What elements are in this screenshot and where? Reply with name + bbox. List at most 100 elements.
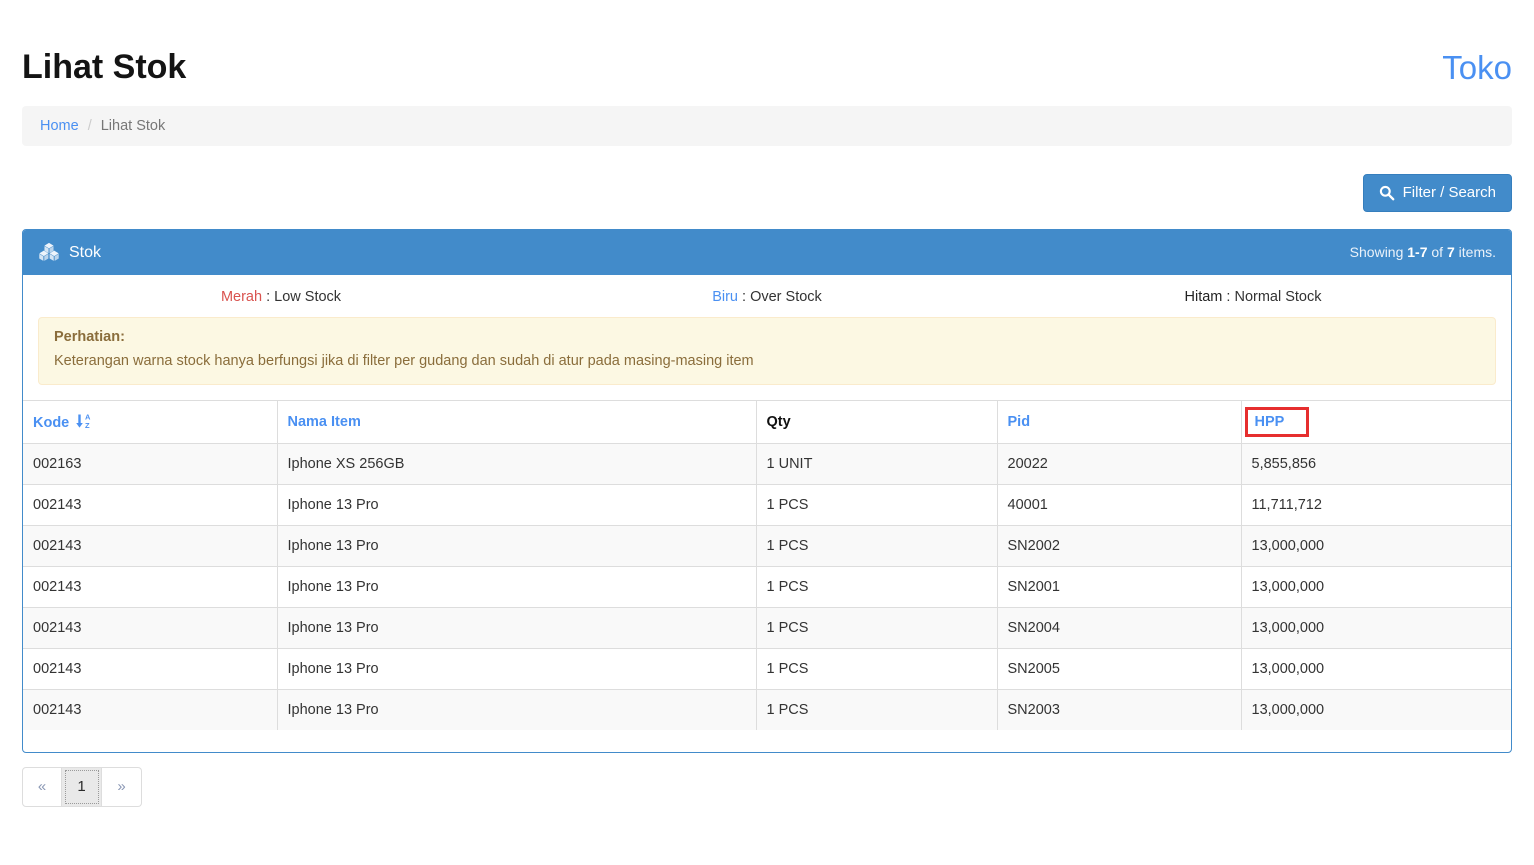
legend-term: Merah — [220, 288, 263, 305]
stock-panel: Stok Showing 1-7 of 7 items. Merah : Low… — [22, 228, 1512, 753]
breadcrumb: Home / Lihat Stok — [22, 105, 1512, 146]
legend-desc: Low Stock — [274, 288, 342, 305]
legend-over-stock: Biru : Over Stock — [524, 289, 1010, 305]
cell-nama-item: Iphone 13 Pro — [276, 565, 757, 608]
breadcrumb-separator: / — [87, 117, 92, 134]
cell-qty: 1 PCS — [755, 565, 998, 608]
breadcrumb-current: Lihat Stok — [100, 117, 166, 134]
table-row: 002143 Iphone 13 Pro 1 PCS 40001 11,711,712 — [23, 483, 1511, 526]
table-header-row: Kode A Z Nama Item Qty — [23, 399, 1511, 444]
cell-pid: SN2005 — [996, 647, 1242, 690]
summary-of: of — [1431, 243, 1444, 260]
cell-nama-item: Iphone XS 256GB — [276, 442, 757, 485]
svg-text:Z: Z — [85, 421, 90, 429]
column-label: Kode — [33, 414, 70, 431]
legend-desc: Normal Stock — [1234, 288, 1322, 305]
legend-term: Biru — [712, 288, 738, 305]
legend-sep: : — [737, 288, 751, 305]
cell-qty: 1 UNIT — [755, 442, 998, 485]
cell-qty: 1 PCS — [755, 647, 998, 690]
cell-hpp: 13,000,000 — [1240, 647, 1511, 690]
cell-qty: 1 PCS — [755, 524, 998, 567]
column-header-nama-item[interactable]: Nama Item — [276, 399, 757, 444]
table-row: 002163 Iphone XS 256GB 1 UNIT 20022 5,855,85… — [23, 442, 1511, 485]
stock-table-body: 002163 Iphone XS 256GB 1 UNIT 20022 5,855,85… — [23, 442, 1511, 730]
sort-alpha-asc-icon: A Z — [75, 413, 92, 429]
table-row: 002143 Iphone 13 Pro 1 PCS SN2001 13,000,000 — [23, 565, 1511, 608]
legend-desc: Over Stock — [750, 288, 822, 305]
stock-panel-title: Stok — [38, 242, 101, 263]
column-label: Qty — [766, 413, 791, 430]
cell-nama-item: Iphone 13 Pro — [276, 647, 757, 690]
cell-hpp: 11,711,712 — [1240, 483, 1511, 526]
summary-range: 1-7 — [1407, 243, 1428, 260]
pagination-page-1-button[interactable]: 1 — [62, 766, 102, 807]
filter-search-label: Filter / Search — [1402, 183, 1496, 201]
column-label: Nama Item — [287, 413, 361, 430]
legend-sep: : — [1222, 288, 1235, 305]
legend-normal-stock: Hitam : Normal Stock — [1010, 289, 1496, 305]
red-annotation-box: HPP — [1244, 406, 1310, 437]
cell-hpp: 13,000,000 — [1240, 688, 1511, 730]
page-header: Lihat Stok Toko — [22, 48, 1512, 87]
cell-pid: SN2001 — [996, 565, 1242, 608]
cell-hpp: 13,000,000 — [1240, 565, 1511, 608]
warning-body: Keterangan warna stock hanya berfungsi j… — [54, 352, 754, 369]
page-title: Lihat Stok — [22, 48, 187, 86]
toolbar: Filter / Search — [22, 173, 1512, 212]
cell-hpp: 5,855,856 — [1240, 442, 1511, 485]
cell-qty: 1 PCS — [755, 483, 998, 526]
cell-nama-item: Iphone 13 Pro — [276, 483, 757, 526]
summary-items: items. — [1458, 243, 1496, 260]
cubes-icon — [38, 242, 60, 262]
cell-qty: 1 PCS — [755, 606, 998, 649]
cell-pid: 40001 — [996, 483, 1242, 526]
cell-kode: 002143 — [23, 688, 278, 730]
table-row: 002143 Iphone 13 Pro 1 PCS SN2004 13,000,000 — [23, 606, 1511, 649]
column-label: Pid — [1007, 413, 1031, 430]
panel-title-text: Stok — [69, 243, 102, 261]
summary-showing: Showing — [1349, 243, 1404, 260]
cell-nama-item: Iphone 13 Pro — [276, 606, 757, 649]
search-icon — [1379, 185, 1395, 201]
cell-kode: 002143 — [23, 565, 278, 608]
column-label: HPP — [1254, 413, 1285, 430]
stock-panel-body: Merah : Low Stock Biru : Over Stock Hita… — [23, 275, 1511, 385]
page-container: Lihat Stok Toko Home / Lihat Stok Filter /… — [0, 48, 1534, 807]
table-row: 002143 Iphone 13 Pro 1 PCS SN2003 13,000,000 — [23, 688, 1511, 730]
warning-callout: Perhatian: Keterangan warna stock hanya … — [38, 316, 1496, 385]
cell-pid: SN2004 — [996, 606, 1242, 649]
cell-kode: 002143 — [23, 483, 278, 526]
summary-total: 7 — [1446, 243, 1455, 260]
brand-name: Toko — [1442, 49, 1512, 87]
column-header-hpp[interactable]: HPP — [1240, 399, 1511, 444]
cell-kode: 002163 — [23, 442, 278, 485]
warning-title: Perhatian: — [54, 328, 125, 345]
stock-color-legend: Merah : Low Stock Biru : Over Stock Hita… — [38, 289, 1496, 305]
svg-text:A: A — [85, 413, 91, 422]
cell-kode: 002143 — [23, 647, 278, 690]
column-header-kode[interactable]: Kode A Z — [23, 399, 278, 444]
legend-low-stock: Merah : Low Stock — [38, 289, 524, 305]
cell-kode: 002143 — [23, 524, 278, 567]
pagination-prev-button[interactable]: « — [22, 766, 62, 807]
pagination-next-button[interactable]: » — [102, 766, 142, 807]
cell-pid: 20022 — [996, 442, 1242, 485]
cell-kode: 002143 — [23, 606, 278, 649]
breadcrumb-home-link[interactable]: Home — [40, 117, 79, 134]
filter-search-button[interactable]: Filter / Search — [1362, 173, 1512, 212]
legend-term: Hitam — [1184, 288, 1223, 305]
pagination: « 1 » — [22, 766, 1512, 807]
cell-nama-item: Iphone 13 Pro — [276, 688, 757, 730]
panel-bottom-spacer — [23, 730, 1511, 752]
cell-pid: SN2003 — [996, 688, 1242, 730]
column-header-pid[interactable]: Pid — [996, 399, 1242, 444]
cell-nama-item: Iphone 13 Pro — [276, 524, 757, 567]
stock-table: Kode A Z Nama Item Qty — [23, 399, 1511, 730]
items-summary: Showing 1-7 of 7 items. — [1350, 242, 1496, 263]
cell-hpp: 13,000,000 — [1240, 524, 1511, 567]
table-row: 002143 Iphone 13 Pro 1 PCS SN2002 13,000,000 — [23, 524, 1511, 567]
stock-panel-heading: Stok Showing 1-7 of 7 items. — [23, 229, 1511, 275]
cell-hpp: 13,000,000 — [1240, 606, 1511, 649]
table-row: 002143 Iphone 13 Pro 1 PCS SN2005 13,000,000 — [23, 647, 1511, 690]
